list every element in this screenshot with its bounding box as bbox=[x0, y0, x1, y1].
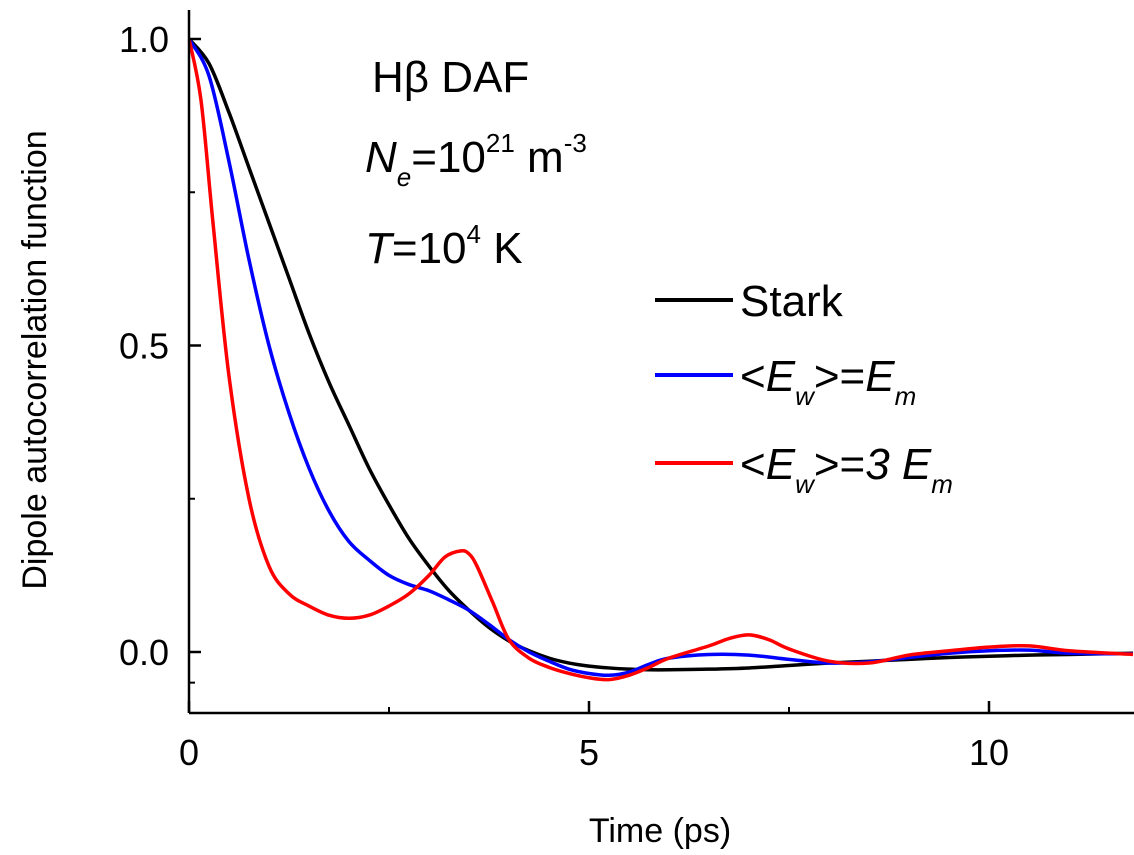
annotation-ne-unit: m bbox=[515, 133, 564, 182]
x-axis-label: Time (ps) bbox=[589, 812, 731, 850]
annotation-ne-sub: e bbox=[397, 162, 411, 192]
legend-label-em: <Ew>=Em bbox=[740, 352, 916, 411]
annotation-ne-eq: =10 bbox=[411, 133, 486, 182]
annotation-line3: T=104 K bbox=[365, 219, 523, 273]
legend-label-3em: <Ew>=3 Em bbox=[740, 440, 953, 499]
annotation: Hβ DAF Ne=1021 m-3 T=104 K bbox=[365, 53, 587, 273]
legend: Stark <Ew>=Em <Ew>=3 Em bbox=[655, 277, 953, 499]
tick-marks: 0.0 0.5 1.0 0 5 10 bbox=[119, 19, 1009, 773]
x-tick-label: 5 bbox=[579, 732, 599, 773]
annotation-line1: Hβ DAF bbox=[372, 53, 529, 102]
annotation-ne-unit-exp: -3 bbox=[564, 128, 587, 158]
annotation-line2: Ne=1021 m-3 bbox=[365, 128, 587, 192]
annotation-ne-symbol: N bbox=[365, 133, 397, 182]
y-tick-label: 1.0 bbox=[119, 19, 169, 60]
series-line-em bbox=[189, 38, 1134, 678]
x-tick-label: 0 bbox=[179, 732, 199, 773]
y-tick-label: 0.0 bbox=[119, 632, 169, 673]
annotation-t-eq: =10 bbox=[392, 224, 467, 273]
y-axis-label: Dipole autocorrelation function bbox=[16, 130, 54, 589]
y-tick-label: 0.5 bbox=[119, 326, 169, 367]
annotation-ne-exp: 21 bbox=[486, 128, 515, 158]
annotation-t-exp: 4 bbox=[467, 219, 481, 249]
x-tick-label: 10 bbox=[969, 732, 1009, 773]
annotation-t-unit: K bbox=[481, 224, 523, 273]
annotation-t-symbol: T bbox=[365, 224, 395, 273]
axes bbox=[187, 10, 1134, 715]
series-line-3em bbox=[189, 38, 1134, 682]
series-lines bbox=[189, 37, 1134, 682]
series-line-stark bbox=[189, 37, 1134, 672]
legend-label-stark: Stark bbox=[740, 277, 844, 326]
